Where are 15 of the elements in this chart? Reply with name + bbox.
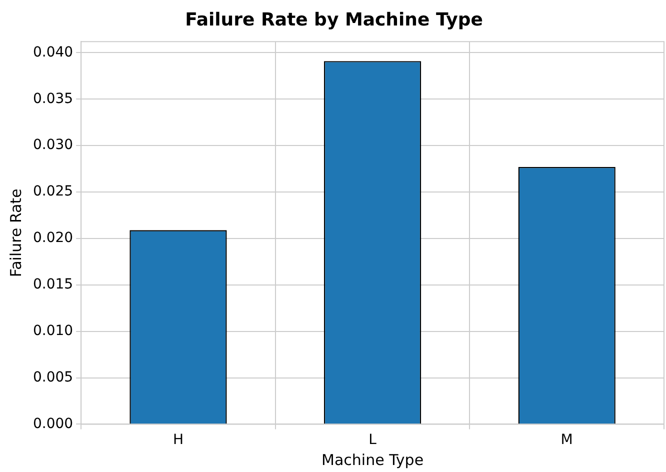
y-tick-label: 0.015 bbox=[32, 276, 74, 293]
y-tick-label: 0.030 bbox=[32, 137, 74, 154]
y-tick-label: 0.020 bbox=[32, 230, 74, 246]
y-tick-label: 0.005 bbox=[32, 369, 74, 386]
y-tick-label: 0.040 bbox=[32, 44, 74, 60]
x-tick-label: L bbox=[368, 432, 377, 448]
x-axis-title: Machine Type bbox=[322, 450, 424, 469]
y-axis-title: Failure Rate bbox=[6, 188, 25, 278]
x-tick-label: M bbox=[560, 432, 573, 448]
y-tick-label: 0.010 bbox=[32, 322, 74, 339]
chart-title: Failure Rate by Machine Type bbox=[185, 9, 483, 30]
x-tick-label: H bbox=[172, 432, 184, 448]
y-tick-label: 0.025 bbox=[32, 184, 74, 200]
y-tick-label: 0.000 bbox=[32, 416, 74, 432]
y-tick-label: 0.035 bbox=[32, 90, 74, 107]
